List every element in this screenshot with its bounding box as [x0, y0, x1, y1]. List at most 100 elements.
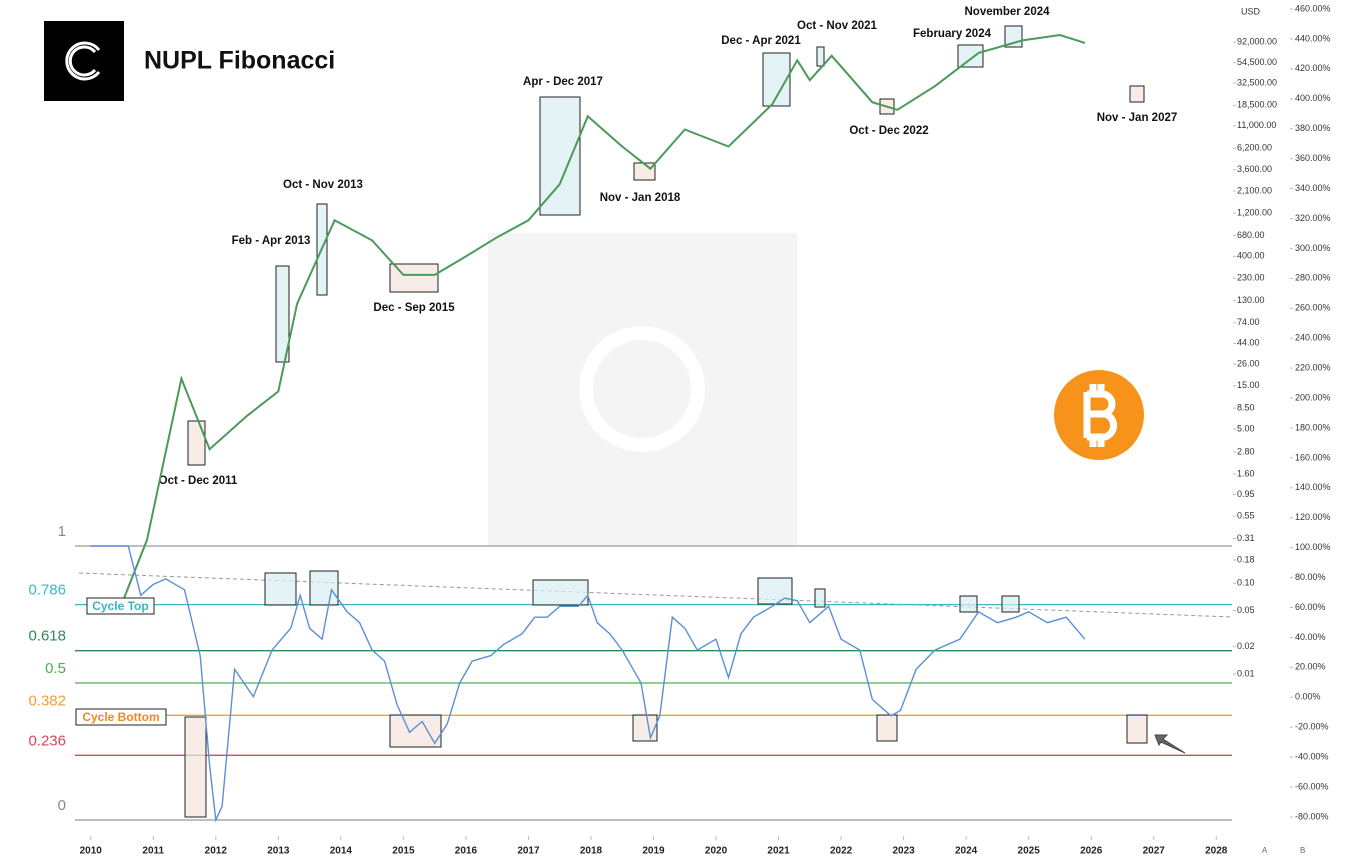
y-tick-label: 44.00 [1237, 338, 1260, 348]
period-label: Nov - Jan 2027 [1097, 112, 1178, 124]
y2-tick-label: -80.00% [1295, 811, 1329, 821]
y2-tick-label: 300.00% [1295, 243, 1331, 253]
y2-tick-label: 360.00% [1295, 153, 1331, 163]
y2-tick-label: -60.00% [1295, 781, 1329, 791]
y-tick-label: 0.786 [28, 582, 66, 599]
y-tick-label: 0.05 [1237, 605, 1255, 615]
cycle-label: Cycle Bottom [82, 710, 159, 724]
y2-tick-label: 0.00% [1295, 692, 1321, 702]
title: NUPL Fibonacci [144, 47, 335, 75]
period-label: Oct - Dec 2022 [849, 125, 928, 137]
y-tick-label: 0.02 [1237, 641, 1255, 651]
y-tick-label: 0.95 [1237, 489, 1255, 499]
period-label: February 2024 [913, 28, 992, 40]
y2-tick-label: 180.00% [1295, 422, 1331, 432]
y2-tick-label: 320.00% [1295, 213, 1331, 223]
footer-button: B [1300, 846, 1305, 855]
x-tick-label: 2019 [642, 846, 665, 857]
nupl-box [309, 570, 339, 606]
y-tick-label: 26.00 [1237, 358, 1260, 368]
y2-tick-label: 280.00% [1295, 273, 1331, 283]
nupl-box [1126, 714, 1148, 744]
nupl-box [389, 714, 442, 748]
x-tick-label: 2013 [267, 846, 290, 857]
period-label: Dec - Apr 2021 [721, 35, 801, 47]
nupl-box [757, 577, 793, 605]
x-tick-label: 2028 [1205, 846, 1228, 857]
period-label: Nov - Jan 2018 [600, 192, 681, 204]
y2-tick-label: 260.00% [1295, 303, 1331, 313]
nupl-box [184, 716, 207, 818]
x-tick-label: 2010 [80, 846, 103, 857]
y2-tick-label: 400.00% [1295, 93, 1331, 103]
cycle-label-box [75, 708, 167, 726]
y-tick-label: 1.60 [1237, 468, 1255, 478]
y-tick-label: 230.00 [1237, 273, 1265, 283]
y2-tick-label: 40.00% [1295, 632, 1326, 642]
y2-tick-label: 240.00% [1295, 333, 1331, 343]
nupl-box [632, 714, 658, 742]
period-box [539, 96, 581, 216]
period-label: November 2024 [964, 6, 1050, 18]
y2-tick-label: 460.00% [1295, 3, 1331, 13]
x-tick-label: 2024 [955, 846, 978, 857]
y-tick-label: 92,000.00 [1237, 36, 1277, 46]
y-tick-label: 400.00 [1237, 251, 1265, 261]
cycle-label: Cycle Top [92, 599, 148, 613]
footer-button: A [1262, 846, 1268, 855]
y2-tick-label: 80.00% [1295, 572, 1326, 582]
y2-tick-label: 100.00% [1295, 542, 1331, 552]
y2-tick-label: 200.00% [1295, 392, 1331, 402]
y-tick-label: 32,500.00 [1237, 77, 1277, 87]
x-tick-label: 2016 [455, 846, 478, 857]
period-label: Oct - Nov 2013 [283, 179, 363, 191]
nupl-box [1001, 595, 1020, 613]
logo-mark [65, 41, 101, 81]
y-tick-label: 0.382 [28, 692, 66, 709]
logo [44, 21, 124, 101]
y2-tick-label: 380.00% [1295, 123, 1331, 133]
price-line [121, 33, 1086, 604]
y-tick-label: 0 [58, 797, 66, 814]
y-tick-label: 680.00 [1237, 230, 1265, 240]
y-tick-label: 1 [58, 523, 66, 540]
y2-tick-label: -40.00% [1295, 752, 1329, 762]
period-label: Oct - Dec 2011 [159, 475, 238, 487]
arrow [1154, 734, 1186, 754]
period-label: Dec - Sep 2015 [373, 302, 455, 314]
x-tick-label: 2021 [767, 846, 790, 857]
watermark-logo [579, 326, 705, 452]
y-tick-label: 0.01 [1237, 668, 1255, 678]
x-tick-label: 2027 [1143, 846, 1166, 857]
bitcoin-icon [1054, 370, 1144, 460]
y2-tick-label: 420.00% [1295, 63, 1331, 73]
y-tick-label: 0.618 [28, 628, 66, 645]
y2-tick-label: 220.00% [1295, 362, 1331, 372]
period-box [275, 265, 290, 363]
y2-tick-label: 60.00% [1295, 602, 1326, 612]
x-tick-label: 2017 [517, 846, 540, 857]
x-tick-label: 2011 [142, 846, 164, 857]
period-box [957, 44, 984, 68]
y2-tick-label: 440.00% [1295, 33, 1331, 43]
y-tick-label: 11,000.00 [1237, 120, 1276, 130]
period-label: Apr - Dec 2017 [523, 76, 603, 88]
x-tick-label: 2012 [205, 846, 228, 857]
y2-tick-label: 160.00% [1295, 452, 1331, 462]
logo-mark [68, 45, 97, 77]
y-axis-label: USD [1241, 6, 1261, 16]
x-tick-label: 2018 [580, 846, 603, 857]
period-box [1129, 85, 1145, 103]
y-tick-label: 74.00 [1237, 317, 1260, 327]
period-label: Oct - Nov 2021 [797, 20, 877, 32]
y-tick-label: 2.80 [1237, 446, 1255, 456]
cycle-label-box [86, 597, 155, 615]
x-tick-label: 2015 [392, 846, 415, 857]
y-tick-label: 6,200.00 [1237, 143, 1272, 153]
watermark [488, 233, 797, 545]
y2-tick-label: 120.00% [1295, 512, 1331, 522]
nupl-box [876, 714, 898, 742]
period-box [187, 420, 206, 466]
nupl-box [264, 572, 297, 606]
